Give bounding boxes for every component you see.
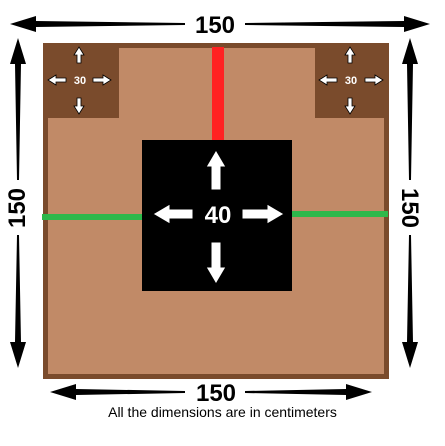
corner-left-hollow-arrows — [47, 46, 112, 115]
red-strip — [212, 47, 224, 141]
caption: All the dimensions are in centimeters — [108, 404, 337, 420]
center-label: 40 — [205, 202, 232, 229]
top-dimension-label: 150 — [195, 12, 235, 39]
right-dimension-arrow — [402, 38, 418, 368]
left-dimension-arrow — [10, 38, 26, 368]
bottom-dimension-arrow — [50, 384, 372, 400]
green-strip-left — [42, 214, 144, 220]
corner-left-label: 30 — [74, 75, 86, 87]
corner-right-label: 30 — [345, 75, 357, 87]
top-dimension-arrow — [10, 16, 430, 32]
bottom-dimension-label: 150 — [196, 380, 236, 407]
right-dimension-label: 150 — [396, 188, 423, 228]
green-strip-right — [290, 211, 388, 217]
center-hollow-arrows — [152, 149, 285, 285]
left-dimension-label: 150 — [4, 188, 31, 228]
corner-right-hollow-arrows — [318, 46, 384, 115]
